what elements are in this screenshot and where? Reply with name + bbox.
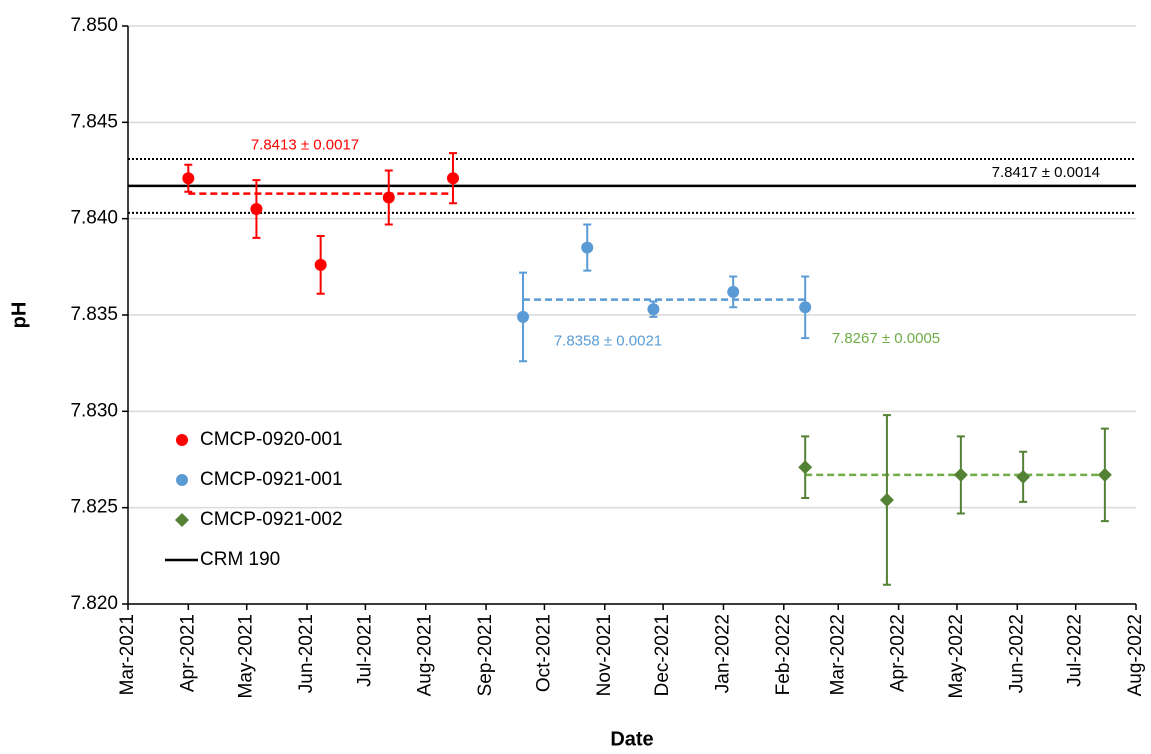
x-tick-label: Jun-2021: [296, 614, 317, 693]
marker: [879, 492, 894, 507]
y-tick-label: 7.835: [70, 304, 118, 325]
marker: [182, 172, 195, 185]
marker: [250, 203, 263, 216]
marker: [382, 191, 395, 204]
marker: [727, 285, 740, 298]
x-tick-label: Jun-2022: [1006, 614, 1027, 693]
mean-label: 7.8267 ± 0.0005: [832, 330, 940, 347]
y-tick-label: 7.850: [70, 15, 118, 36]
x-tick-label: Nov-2021: [594, 614, 615, 696]
marker: [581, 241, 594, 254]
y-axis-label: pH: [8, 302, 30, 329]
x-tick-label: Aug-2022: [1125, 614, 1146, 696]
y-tick-label: 7.845: [70, 111, 118, 132]
marker: [1016, 469, 1031, 484]
legend-label: CMCP-0921-002: [200, 509, 343, 530]
x-tick-label: Feb-2022: [773, 614, 794, 695]
x-tick-label: May-2022: [946, 614, 967, 699]
x-tick-label: Oct-2021: [533, 614, 554, 692]
x-tick-label: Aug-2021: [415, 614, 436, 696]
legend-marker: [176, 474, 188, 486]
x-tick-label: Mar-2021: [117, 614, 138, 695]
mean-label: 7.8358 ± 0.0021: [554, 333, 662, 350]
legend-label: CMCP-0921-001: [200, 469, 343, 490]
marker: [798, 460, 813, 475]
marker: [517, 310, 530, 323]
x-tick-label: Jul-2022: [1065, 614, 1086, 687]
marker: [1097, 467, 1112, 482]
x-tick-label: Apr-2022: [888, 614, 909, 692]
y-tick-label: 7.820: [70, 593, 118, 614]
x-tick-label: Sep-2021: [475, 614, 496, 696]
x-tick-label: Apr-2021: [177, 614, 198, 692]
x-tick-label: Dec-2021: [652, 614, 673, 696]
legend-marker: [176, 434, 188, 446]
legend-marker: [175, 513, 189, 527]
x-tick-label: Jul-2021: [354, 614, 375, 687]
marker: [446, 172, 459, 185]
marker: [953, 467, 968, 482]
x-tick-label: Mar-2022: [827, 614, 848, 695]
legend-label: CRM 190: [200, 549, 280, 570]
y-tick-label: 7.825: [70, 497, 118, 518]
mean-label: 7.8413 ± 0.0017: [251, 137, 359, 154]
y-tick-label: 7.830: [70, 400, 118, 421]
marker: [647, 303, 660, 316]
x-axis-label: Date: [610, 728, 653, 750]
reference-label: 7.8417 ± 0.0014: [992, 164, 1100, 181]
marker: [314, 258, 327, 271]
x-tick-label: Jan-2022: [712, 614, 733, 693]
legend-label: CMCP-0920-001: [200, 429, 343, 450]
y-tick-label: 7.840: [70, 208, 118, 229]
marker: [799, 301, 812, 314]
x-tick-label: May-2021: [236, 614, 257, 699]
